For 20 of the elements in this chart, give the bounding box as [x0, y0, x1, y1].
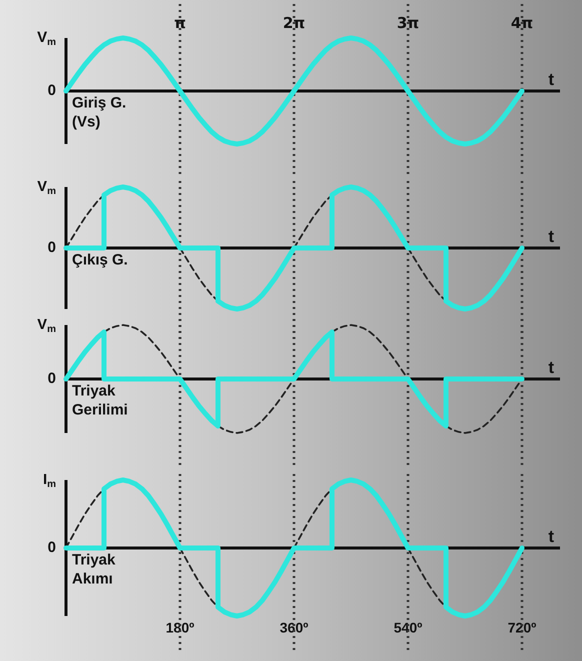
y-axis-title: Triyak Akımı [72, 552, 116, 588]
x-axis-title: t [548, 70, 554, 90]
text: 0 [48, 370, 56, 388]
text: 0 [48, 239, 56, 256]
x-axis-title: t [548, 358, 554, 378]
annotation: 2π [282, 14, 306, 32]
y-axis-title: Çıkış G. [72, 252, 128, 269]
x-axis-title: t [548, 227, 554, 246]
text: 0 [48, 82, 56, 100]
annotation: 4π [510, 14, 534, 32]
y-axis-title: Giriş G. (Vs) [72, 94, 126, 131]
annotation: π [174, 14, 186, 32]
annotation: 3π [396, 14, 420, 32]
x-tick-label: 540º [394, 619, 422, 636]
x-tick-label: 360º [280, 619, 308, 636]
y-axis-title: Triyak Gerilimi [72, 382, 128, 419]
x-axis-title: t [548, 527, 554, 546]
text: 0 [48, 539, 56, 556]
x-tick-label: 720º [508, 619, 536, 636]
x-tick-label: 180º [166, 619, 194, 636]
